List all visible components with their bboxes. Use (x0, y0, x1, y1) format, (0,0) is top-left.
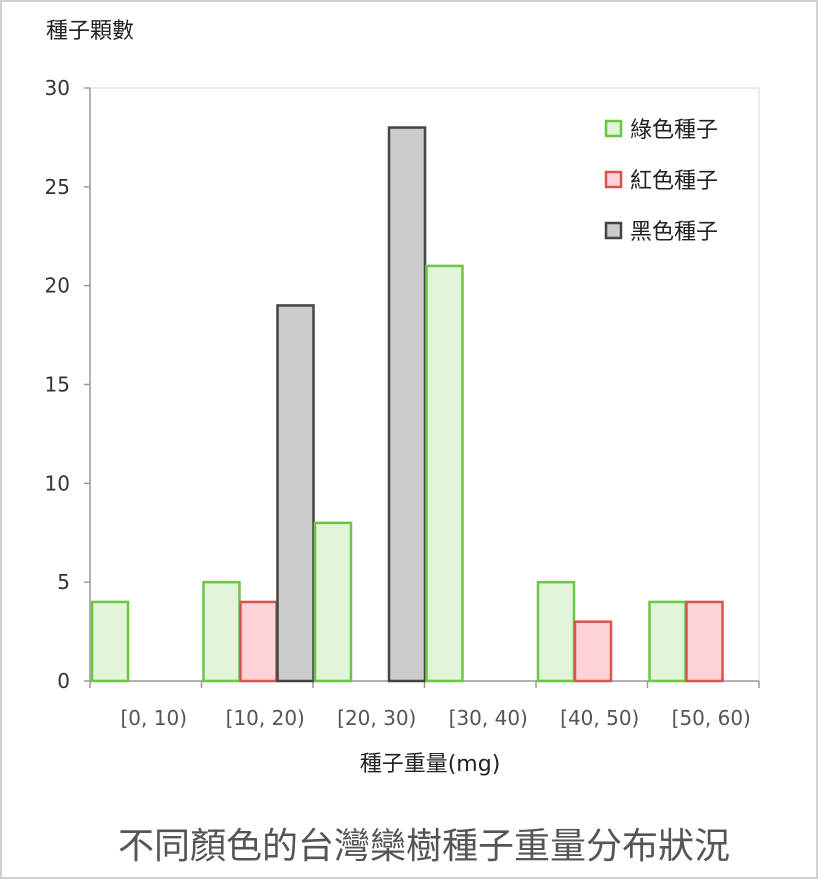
y-axis-title: 種子顆數 (46, 19, 134, 44)
bar (575, 622, 611, 681)
bars (92, 128, 723, 681)
chart-title: 不同顏色的台灣欒樹種子重量分布狀況 (118, 826, 730, 867)
legend-label: 綠色種子 (630, 118, 718, 143)
legend-label: 黑色種子 (630, 220, 718, 245)
legend-swatch (606, 121, 621, 136)
bar (650, 602, 686, 681)
bar (427, 266, 463, 681)
bar (92, 602, 128, 681)
bar (204, 582, 240, 681)
legend-swatch (606, 223, 621, 238)
y-tick-label: 25 (45, 175, 70, 199)
x-tick-label: [30, 40) (449, 706, 528, 730)
y-ticks: 0 5 10 15 20 25 30 (45, 76, 90, 693)
bar (315, 523, 351, 681)
bar (278, 305, 314, 681)
bar (538, 582, 574, 681)
x-axis-title: 種子重量(mg) (360, 752, 501, 777)
y-tick-label: 20 (45, 274, 70, 298)
y-tick-label: 15 (45, 373, 70, 397)
y-tick-label: 0 (57, 669, 70, 693)
y-tick-label: 30 (45, 76, 70, 100)
bar (687, 602, 723, 681)
x-tick-label: [40, 50) (560, 706, 639, 730)
bar (389, 128, 425, 681)
legend-swatch (606, 172, 621, 187)
x-ticks: [0, 10) [10, 20) [20, 30) [30, 40) [40, 50) [… (121, 706, 751, 730)
x-tick-label: [10, 20) (226, 706, 305, 730)
legend-label: 紅色種子 (630, 169, 718, 194)
y-tick-label: 5 (57, 570, 70, 594)
y-tick-label: 10 (45, 471, 70, 495)
x-tick-label: [20, 30) (337, 706, 416, 730)
x-tick-label: [0, 10) (121, 706, 188, 730)
bar (241, 602, 277, 681)
x-tick-label: [50, 60) (672, 706, 751, 730)
